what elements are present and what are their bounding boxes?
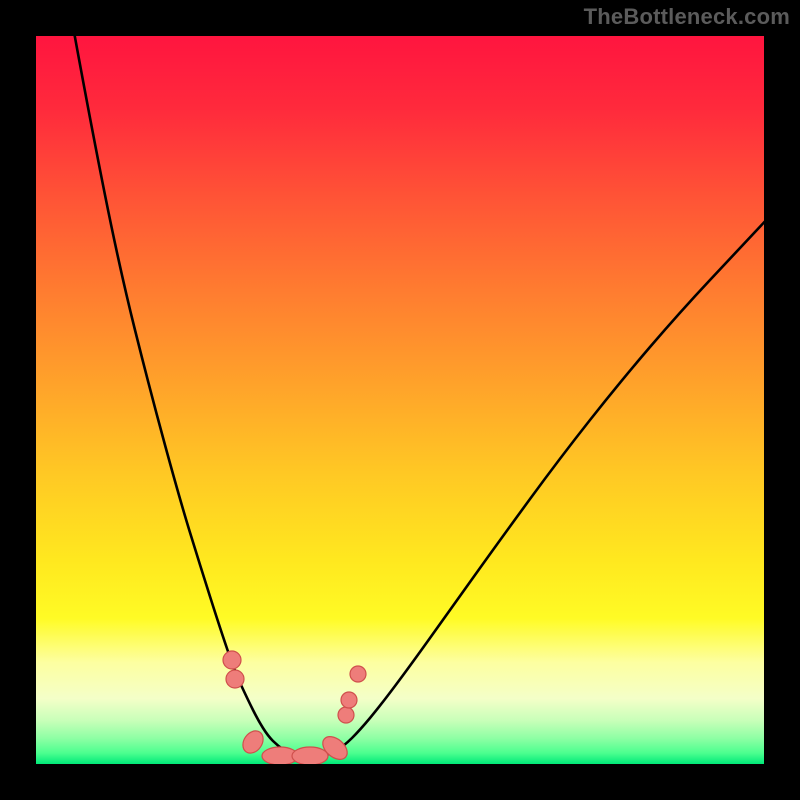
chart-stage: TheBottleneck.com — [0, 0, 800, 800]
watermark-text: TheBottleneck.com — [584, 4, 790, 30]
marker-dot — [292, 747, 328, 765]
gradient-background — [36, 36, 764, 764]
marker-dot — [338, 707, 354, 723]
marker-dot — [223, 651, 241, 669]
chart-svg — [0, 0, 800, 800]
marker-dot — [226, 670, 244, 688]
marker-dot — [341, 692, 357, 708]
marker-dot — [350, 666, 366, 682]
